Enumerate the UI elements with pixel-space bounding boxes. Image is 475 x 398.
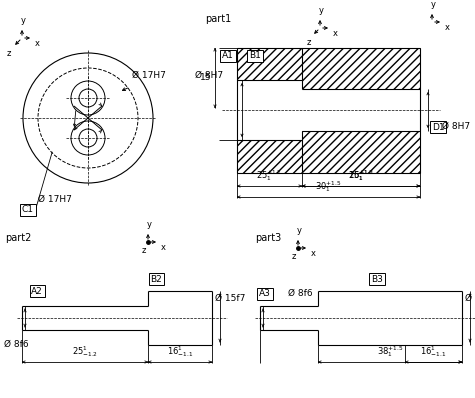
Bar [237,80,302,140]
Text: x: x [333,29,338,38]
Text: $25^{+1.2}_{1}$: $25^{+1.2}_{1}$ [348,168,374,183]
Text: A3: A3 [259,289,271,298]
Text: $38^{+1.5}_{1}$: $38^{+1.5}_{1}$ [377,344,403,359]
Text: y: y [319,6,323,15]
Bar [302,131,420,173]
Text: z: z [7,49,11,58]
Text: C1: C1 [22,205,34,215]
Text: Ø 8f6: Ø 8f6 [288,289,313,298]
Text: $16^{1}_{-1.1}$: $16^{1}_{-1.1}$ [420,344,446,359]
Text: $25^{1}_{-1.2}$: $25^{1}_{-1.2}$ [72,344,98,359]
Text: part1: part1 [205,14,231,24]
Text: $30^{+1.5}_{1}$: $30^{+1.5}_{1}$ [315,179,342,194]
Text: $16^{1}_{-1.1}$: $16^{1}_{-1.1}$ [167,344,193,359]
Text: Ø 17H7: Ø 17H7 [38,195,72,204]
Text: D1: D1 [432,123,444,131]
Text: part2: part2 [5,233,31,243]
Bar [237,140,302,173]
Text: $25^{+1.2}_{1}$: $25^{+1.2}_{1}$ [256,168,283,183]
Text: A1: A1 [222,51,234,60]
Text: y: y [296,226,302,235]
Text: Ø 15f7: Ø 15f7 [215,294,246,303]
Text: B1: B1 [249,51,261,60]
Text: x: x [445,23,450,32]
Bar [237,48,302,80]
Text: 15: 15 [200,74,211,82]
Text: z: z [142,246,146,255]
Text: x: x [311,249,316,258]
Text: z: z [292,252,296,261]
Text: B2: B2 [150,275,162,283]
Text: z: z [307,38,311,47]
Text: B3: B3 [371,275,383,283]
Text: part3: part3 [255,233,281,243]
Text: Ø 15f7: Ø 15f7 [465,294,475,303]
Text: Ø 17H7: Ø 17H7 [132,71,166,80]
Text: Ø 8H7: Ø 8H7 [195,70,223,80]
Bar [302,48,420,89]
Text: y: y [146,220,152,229]
Text: y: y [20,16,26,25]
Text: x: x [35,39,40,48]
Text: Ø 8H7: Ø 8H7 [442,121,470,131]
Text: $16^{+1.1}_{1}$: $16^{+1.1}_{1}$ [348,168,374,183]
Text: y: y [430,0,436,9]
Text: x: x [161,243,166,252]
Text: Ø 8f6: Ø 8f6 [4,340,28,349]
Bar [302,89,420,131]
Text: A2: A2 [31,287,43,295]
